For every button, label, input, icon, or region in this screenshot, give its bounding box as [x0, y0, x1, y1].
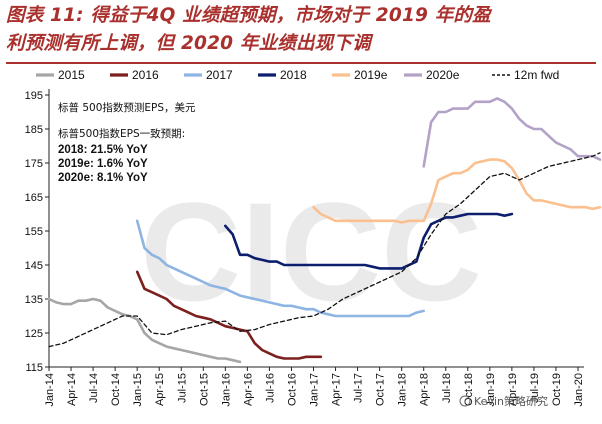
annotation-line4: 2019e: 1.6% YoY	[58, 158, 148, 170]
series-line-2018	[224, 212, 514, 270]
chart-title: 图表 11: 得益于4Q 业绩超预期，市场对于 2019 年的盈 利预测有所上调…	[6, 2, 598, 58]
wechat-watermark: Kevin策略研究	[459, 394, 548, 408]
legend-label: 2016	[132, 68, 159, 82]
x-tick-label: Apr-18	[419, 373, 431, 406]
legend-label: 2018	[280, 68, 307, 82]
y-tick-label: 115	[25, 362, 43, 374]
x-tick-label: Oct-18	[463, 373, 475, 406]
x-tick-label: Jul-17	[353, 373, 365, 403]
y-tick-label: 195	[25, 90, 43, 102]
x-axis: Jan-14 Apr-14 Jul-14 Oct-14 Jan-15 Apr-15 Jul-…	[44, 366, 585, 407]
x-tick-label: Jul-15	[176, 373, 188, 403]
legend-label: 2015	[58, 68, 85, 82]
y-tick-label: 145	[25, 260, 43, 272]
watermark-letters: CICC	[140, 173, 482, 330]
x-tick-label: Jan-14	[44, 373, 56, 407]
x-tick-label: Jan-19	[485, 373, 497, 407]
series-line-2016	[135, 270, 323, 360]
x-tick-label: Oct-17	[375, 373, 387, 406]
x-tick-label: Oct-19	[551, 373, 563, 406]
annotation-line5: 2020e: 8.1% YoY	[58, 172, 148, 184]
series-line-2020e	[422, 97, 602, 168]
annotation-line1: 标普 500指数预测EPS，美元	[58, 101, 196, 114]
legend-label: 2019e	[354, 68, 388, 82]
x-tick-label: Jan-17	[309, 373, 321, 407]
annotation-line2: 标普500指数EPS一致预期:	[58, 127, 185, 140]
y-tick-label: 125	[25, 328, 43, 340]
x-tick-label: Oct-15	[198, 373, 210, 406]
chart-title-line2: 利预测有所上调，但 2020 年业绩出现下调	[6, 33, 371, 54]
series-line-2017	[135, 219, 426, 318]
x-tick-label: Apr-15	[154, 373, 166, 406]
x-tick-label: Jan-16	[220, 373, 232, 407]
x-tick-label: Apr-14	[66, 373, 78, 406]
title-rule	[6, 62, 596, 64]
series-line-2015	[47, 297, 242, 364]
y-tick-label: 175	[25, 158, 43, 170]
x-tick-label: Apr-17	[331, 373, 343, 406]
x-tick-label: Oct-14	[110, 373, 122, 406]
annotation-line3: 2018: 21.5% YoY	[58, 144, 148, 156]
x-tick-label: Jan-15	[132, 373, 144, 407]
y-axis: 115 125 135 145 155 165 175 185 195	[25, 89, 50, 374]
y-tick-label: 155	[25, 226, 43, 238]
series-line-12m-fwd	[48, 152, 601, 348]
x-tick-label: Jan-18	[397, 373, 409, 407]
legend-label: 2020e	[426, 68, 460, 82]
watermark-text: Kevin策略研究	[474, 394, 548, 408]
watermark: CICC	[140, 173, 482, 330]
series-line-2019e	[312, 158, 602, 224]
x-tick-label: Jul-19	[529, 373, 541, 403]
x-tick-label: Apr-19	[507, 373, 519, 406]
wechat-icon	[459, 395, 471, 407]
x-tick-label: Oct-16	[286, 373, 298, 406]
y-tick-label: 165	[25, 192, 43, 204]
x-tick-label: Jul-14	[88, 373, 100, 403]
x-tick-label: Jul-18	[441, 373, 453, 403]
legend-label: 12m fwd	[514, 68, 559, 82]
annotation-block: 标普 500指数预测EPS，美元 标普500指数EPS一致预期: 2018: 2…	[58, 101, 196, 184]
series-group	[47, 97, 602, 364]
x-tick-label: Jan-20	[573, 373, 585, 407]
y-tick-label: 185	[25, 124, 43, 136]
legend: 2015 2016 2017 2018 2019e 2020e 12m fwd	[36, 68, 559, 82]
x-tick-label: Jul-16	[264, 373, 276, 403]
chart-title-line1: 图表 11: 得益于4Q 业绩超预期，市场对于 2019 年的盈	[6, 5, 491, 26]
legend-label: 2017	[206, 68, 233, 82]
y-tick-label: 135	[25, 294, 43, 306]
x-tick-label: Apr-16	[242, 373, 254, 406]
